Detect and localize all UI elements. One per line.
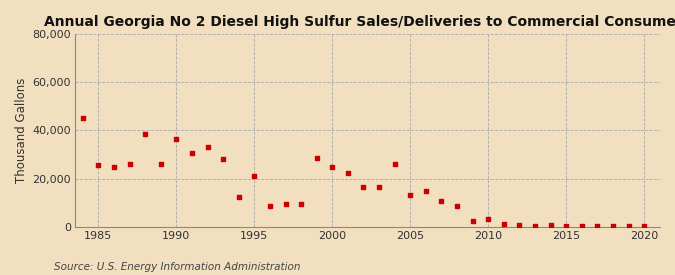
Point xyxy=(623,224,634,229)
Point xyxy=(140,132,151,136)
Point xyxy=(421,188,431,193)
Point xyxy=(389,162,400,166)
Point xyxy=(639,224,649,229)
Point xyxy=(265,204,275,208)
Y-axis label: Thousand Gallons: Thousand Gallons xyxy=(15,78,28,183)
Point xyxy=(405,193,416,197)
Point xyxy=(483,217,493,222)
Text: Source: U.S. Energy Information Administration: Source: U.S. Energy Information Administ… xyxy=(54,262,300,272)
Point xyxy=(530,224,541,228)
Point xyxy=(249,174,260,178)
Point xyxy=(561,224,572,228)
Point xyxy=(592,224,603,228)
Point xyxy=(514,223,525,228)
Point xyxy=(218,157,229,161)
Point xyxy=(234,194,244,199)
Point xyxy=(202,145,213,150)
Point xyxy=(109,164,119,169)
Point xyxy=(311,156,322,160)
Point xyxy=(576,224,587,228)
Point xyxy=(155,162,166,166)
Point xyxy=(342,170,353,175)
Point xyxy=(124,162,135,166)
Point xyxy=(171,137,182,141)
Point xyxy=(327,164,338,169)
Point xyxy=(608,224,618,228)
Point xyxy=(498,222,509,226)
Point xyxy=(280,202,291,206)
Point xyxy=(358,185,369,189)
Point xyxy=(545,223,556,228)
Title: Annual Georgia No 2 Diesel High Sulfur Sales/Deliveries to Commercial Consumers: Annual Georgia No 2 Diesel High Sulfur S… xyxy=(44,15,675,29)
Point xyxy=(186,151,197,155)
Point xyxy=(452,204,462,208)
Point xyxy=(93,163,104,167)
Point xyxy=(374,185,385,189)
Point xyxy=(467,218,478,223)
Point xyxy=(436,199,447,204)
Point xyxy=(78,116,88,121)
Point xyxy=(296,202,306,206)
